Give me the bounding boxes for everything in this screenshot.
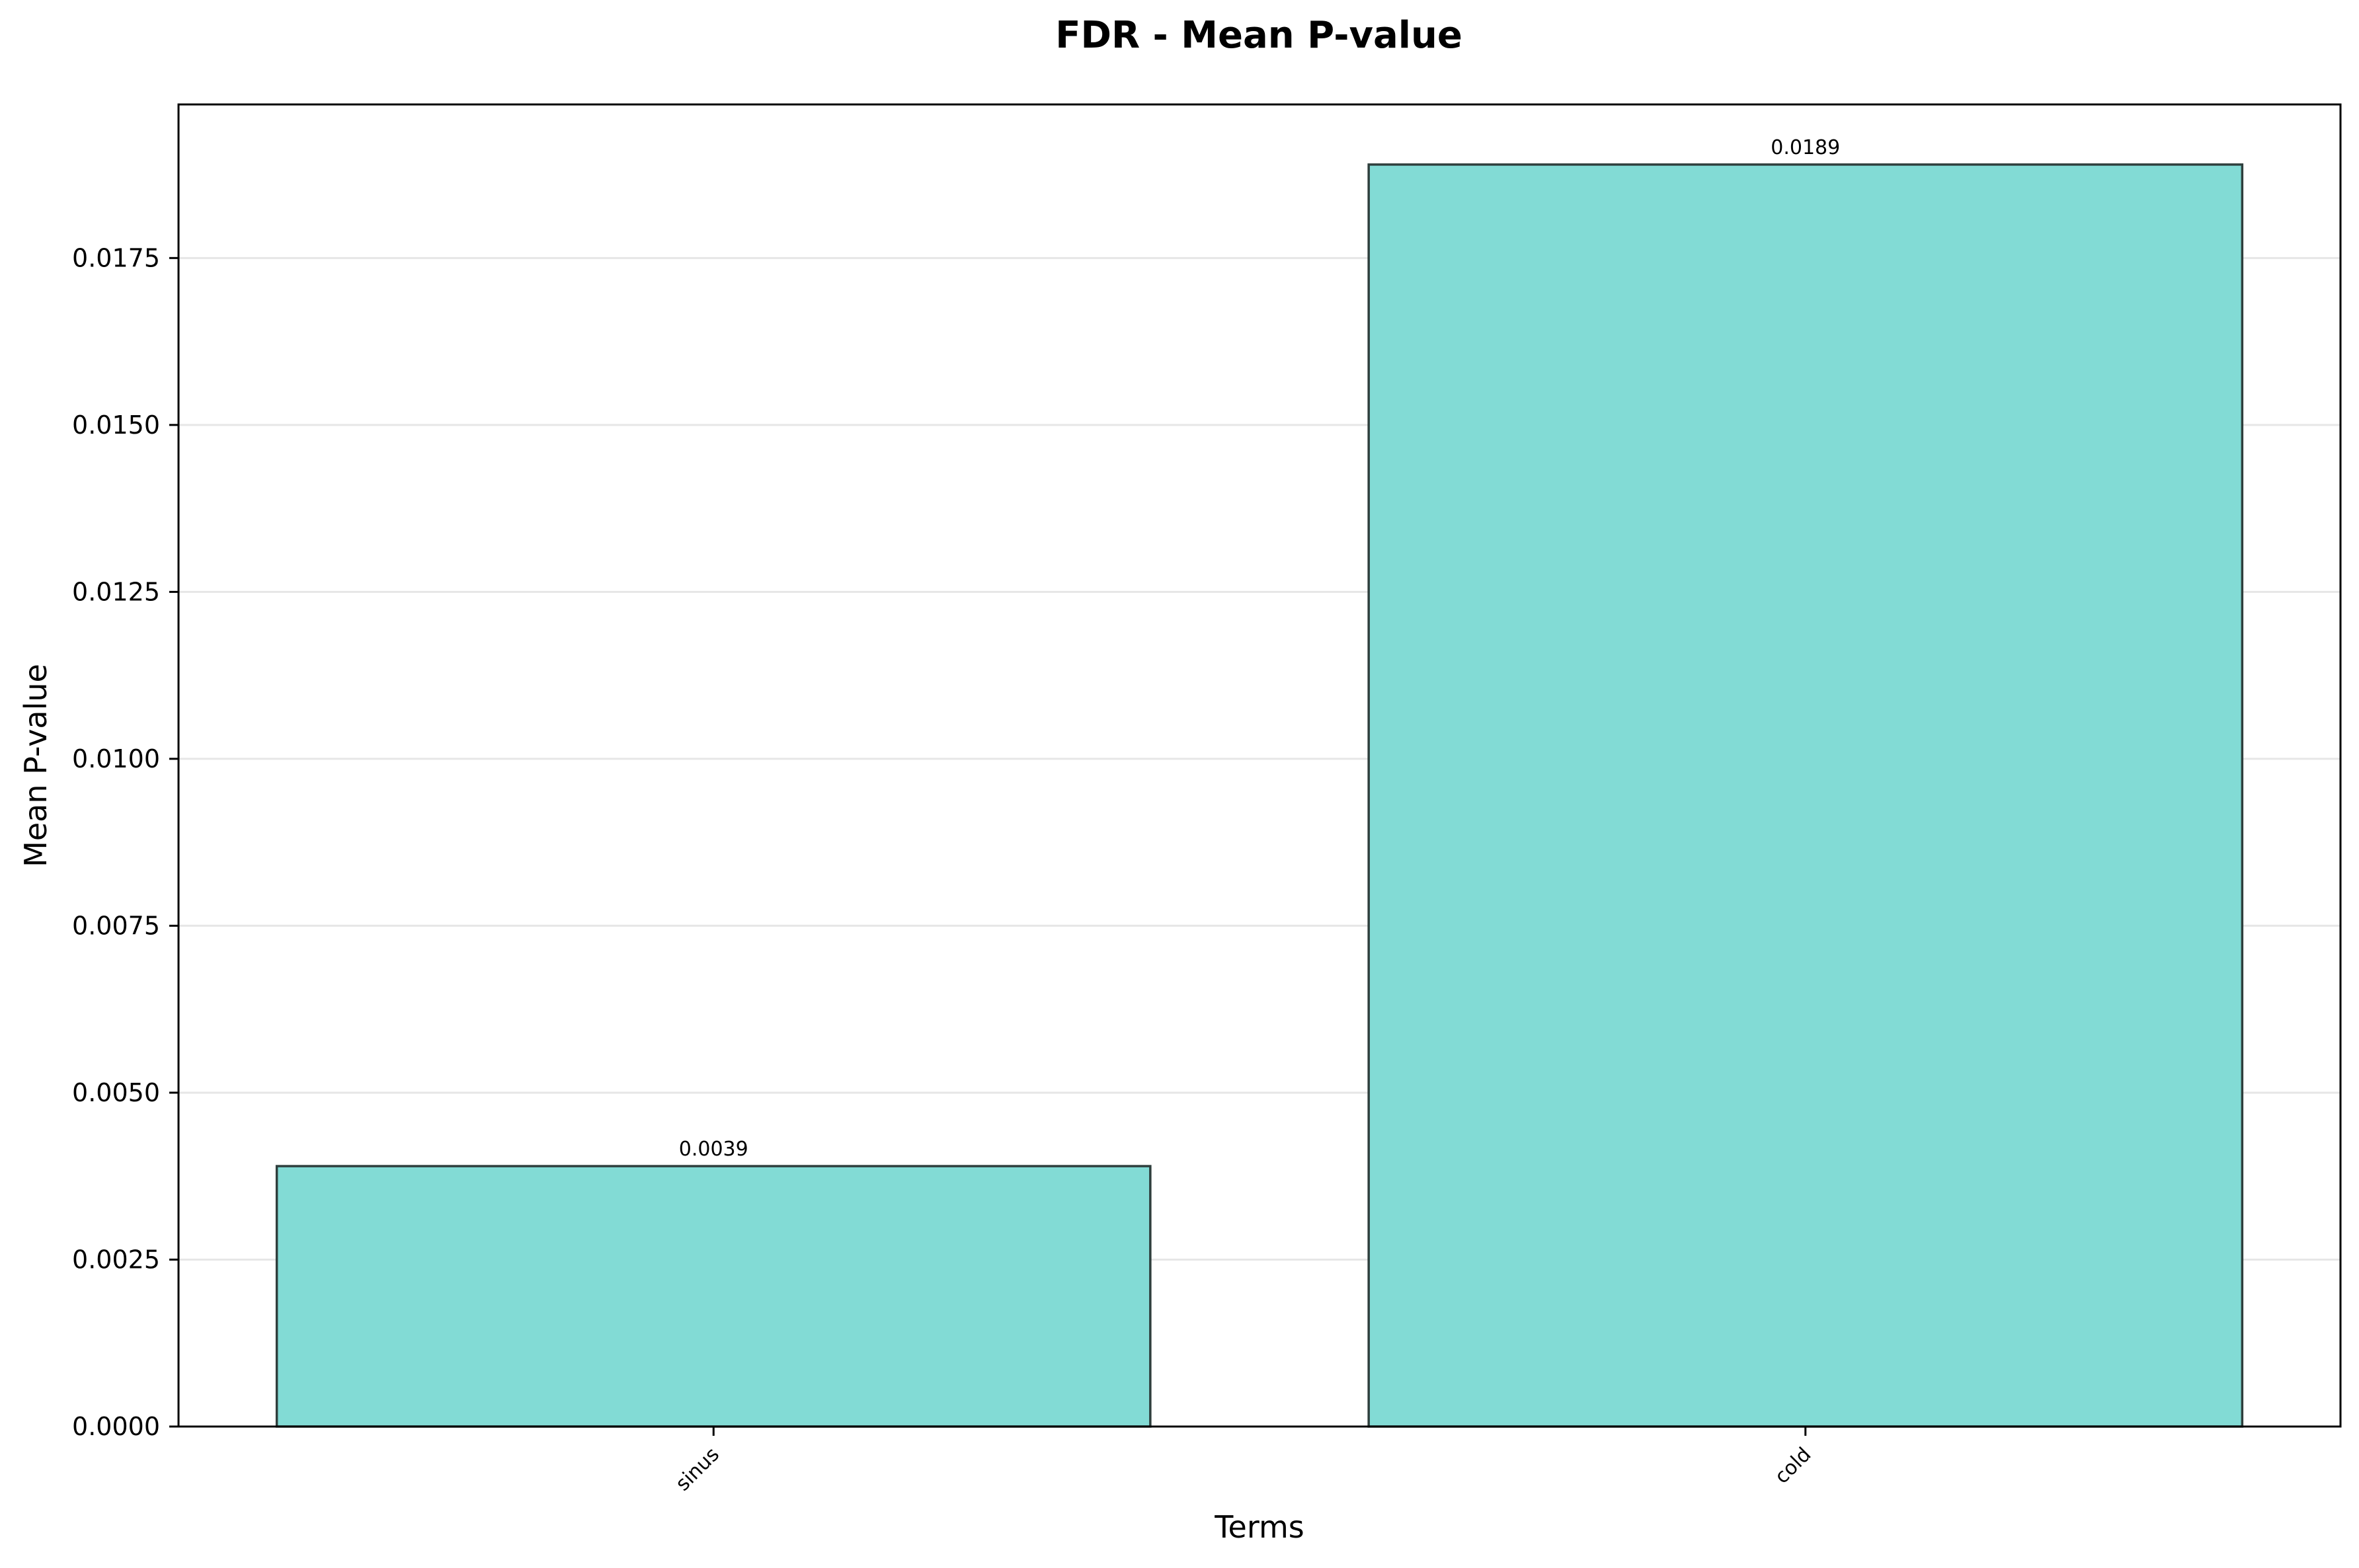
y-tick-label: 0.0050 xyxy=(72,1078,160,1107)
x-tick-label-sinus: sinus xyxy=(671,1443,724,1496)
x-tick-label-cold: cold xyxy=(1771,1443,1816,1489)
bar-sinus xyxy=(275,1165,1152,1428)
plot-frame xyxy=(177,103,2342,1428)
y-tick-label: 0.0100 xyxy=(72,744,160,773)
y-tick-label: 0.0025 xyxy=(72,1245,160,1274)
bars: 0.0039 0.0189 xyxy=(275,136,2244,1428)
bar-cold xyxy=(1367,163,2244,1428)
y-tick-label: 0.0150 xyxy=(72,411,160,440)
x-axis-ticks: sinus cold xyxy=(671,1427,1816,1496)
y-axis-label: Mean P-value xyxy=(18,664,54,867)
y-axis-ticks: 0.0000 0.0025 0.0050 0.0075 0.0100 0.0125 0.01… xyxy=(72,243,179,1441)
y-tick-label: 0.0075 xyxy=(72,911,160,940)
data-label-cold: 0.0189 xyxy=(1771,136,1840,159)
y-tick-label: 0.0175 xyxy=(72,243,160,272)
grid-lines xyxy=(179,256,2340,1261)
chart-title: FDR - Mean P-value xyxy=(1055,14,1462,57)
y-tick-label: 0.0125 xyxy=(72,577,160,606)
y-tick-label: 0.0000 xyxy=(72,1412,160,1441)
data-label-sinus: 0.0039 xyxy=(679,1138,748,1161)
x-axis-label: Terms xyxy=(1214,1509,1304,1545)
